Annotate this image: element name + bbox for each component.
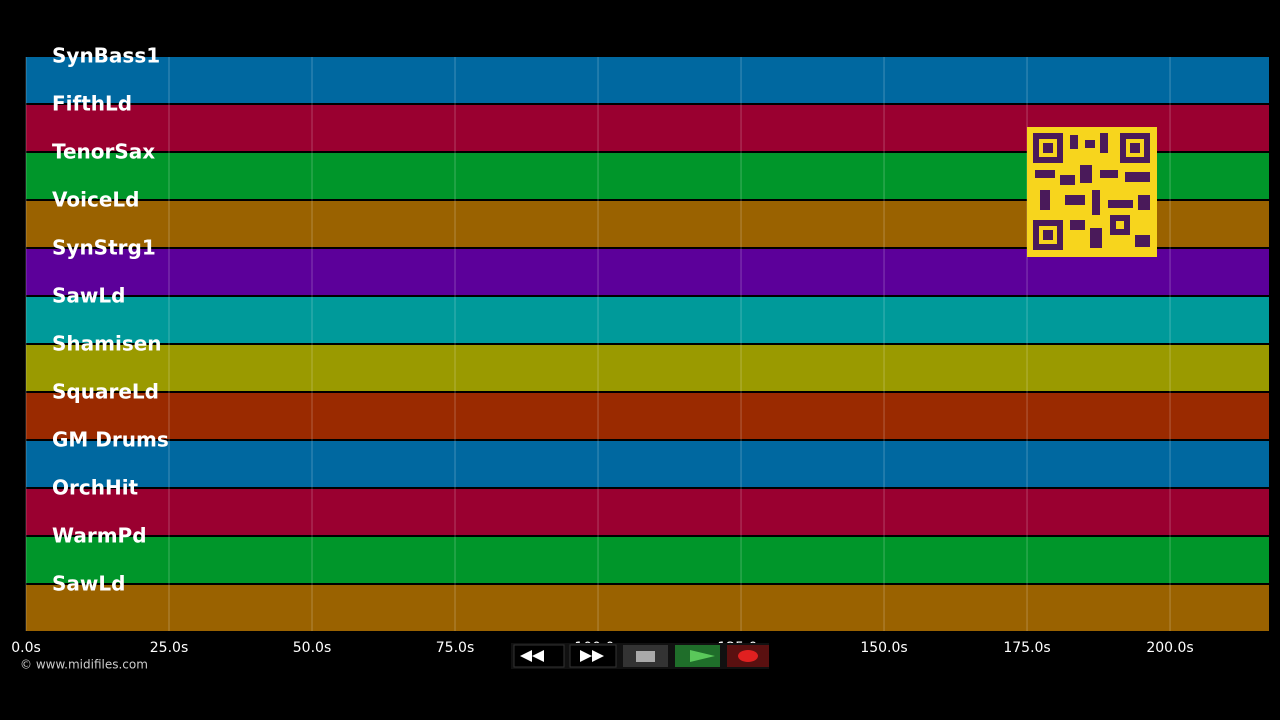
tick-label: 200.0s — [1146, 640, 1193, 656]
tick-label: 0.0s — [11, 640, 41, 656]
track-labels: SynBass1 FifthLd TenorSax VoiceLd SynStrg1 Sa… — [52, 44, 169, 596]
track-row — [26, 441, 1269, 487]
track-row — [26, 57, 1269, 103]
track-label: VoiceLd — [52, 188, 139, 212]
track-label: TenorSax — [52, 140, 155, 164]
track-row — [26, 345, 1269, 391]
track-row — [26, 585, 1269, 631]
record-button[interactable] — [727, 645, 769, 667]
track-label: SawLd — [52, 572, 125, 596]
track-row — [26, 297, 1269, 343]
track-row — [26, 393, 1269, 439]
tick-label: 75.0s — [436, 640, 474, 656]
track-label: SynBass1 — [52, 44, 160, 68]
transport-controls — [511, 643, 769, 669]
track-label: FifthLd — [52, 92, 132, 116]
track-label: SynStrg1 — [52, 236, 156, 260]
track-label: OrchHit — [52, 476, 139, 500]
stop-button[interactable] — [623, 645, 668, 667]
forward-button[interactable] — [569, 644, 617, 668]
track-label: Shamisen — [52, 332, 162, 356]
track-label: SquareLd — [52, 380, 159, 404]
rewind-button[interactable] — [513, 644, 565, 668]
play-button[interactable] — [675, 645, 720, 667]
tick-label: 175.0s — [1003, 640, 1050, 656]
tick-label: 150.0s — [860, 640, 907, 656]
qr-code — [1027, 127, 1157, 257]
tick-label: 50.0s — [293, 640, 331, 656]
footer: © www.midifiles.com — [20, 658, 148, 672]
track-row — [26, 489, 1269, 535]
track-label: SawLd — [52, 284, 125, 308]
track-label: WarmPd — [52, 524, 147, 548]
track-label: GM Drums — [52, 428, 169, 452]
track-row — [26, 537, 1269, 583]
grid — [25, 57, 1171, 631]
tick-label: 25.0s — [150, 640, 188, 656]
